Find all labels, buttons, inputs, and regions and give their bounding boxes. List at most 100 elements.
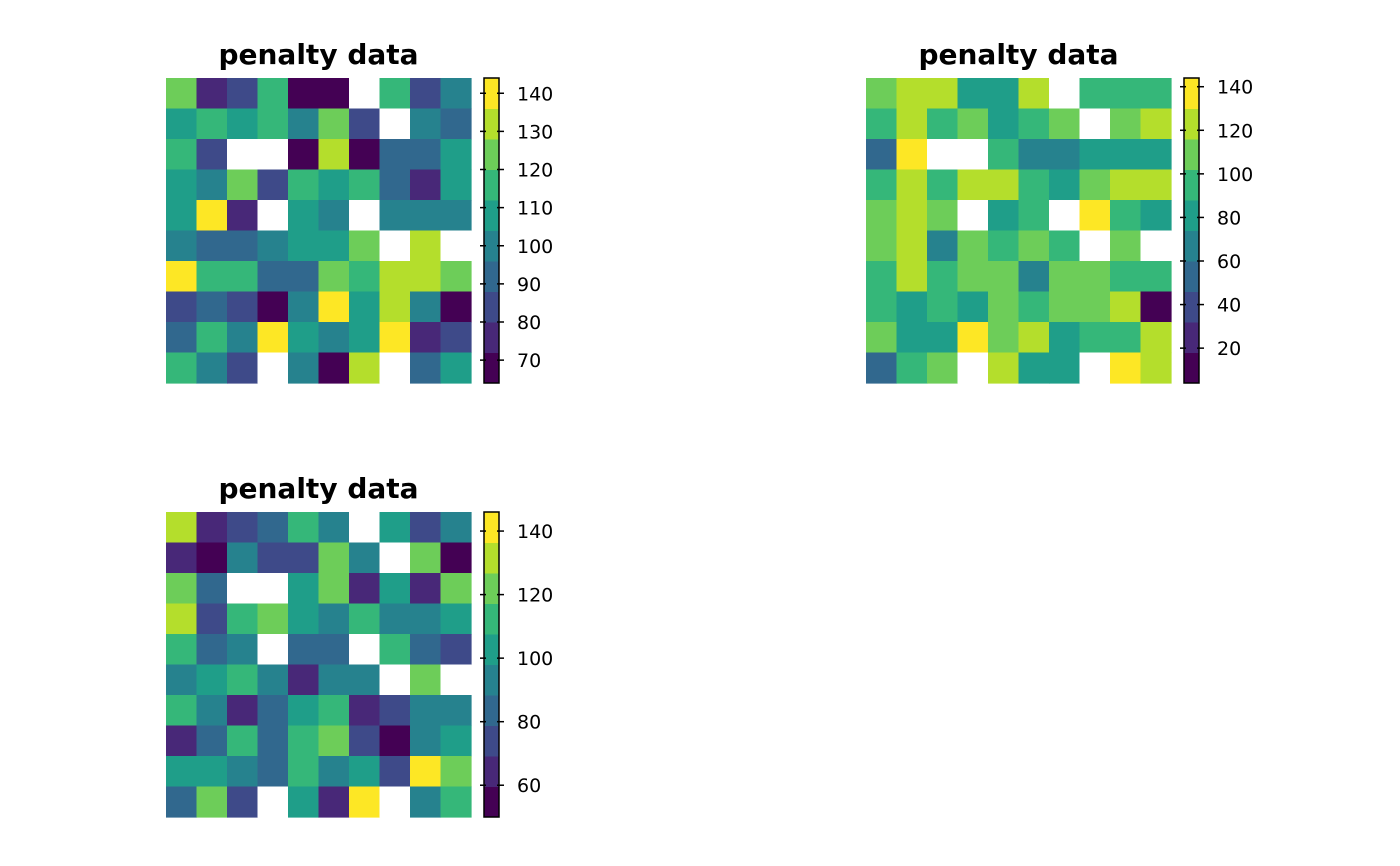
heatmap-cell [227,634,259,666]
heatmap-cell [440,603,472,635]
heatmap-cell [927,261,959,293]
heatmap-cell-missing [440,664,472,696]
heatmap-cell [927,322,959,354]
heatmap-cell [410,200,442,232]
heatmap-cell [227,603,259,635]
heatmap-cell [227,352,259,384]
heatmap-cell [166,261,198,293]
heatmap-cell [1049,322,1081,354]
heatmap-cell [988,169,1020,201]
heatmap-cell [288,78,320,110]
heatmap-cell [1140,322,1172,354]
heatmap-cell [379,603,411,635]
heatmap-cell [896,291,928,323]
heatmap-cell [257,78,289,110]
heatmap-cell [196,322,228,354]
heatmap-cell [166,322,198,354]
heatmap-cell [1110,200,1142,232]
heatmap-cell [318,542,350,574]
heatmap-cell [166,573,198,605]
heatmap-cell [1049,230,1081,262]
colorbar-swatch [1184,291,1199,323]
heatmap-panel-2: penalty data 20 40 60 80 100 120 140 [866,38,1253,384]
heatmap-cell [166,108,198,140]
heatmap-cell [440,573,472,605]
heatmap-cell [349,542,381,574]
heatmap-cell-missing [379,664,411,696]
heatmap-cell [440,169,472,201]
heatmap-cell [410,78,442,110]
colorbar-swatch [484,78,499,109]
colorbar-swatch [484,230,499,262]
heatmap-cell [410,634,442,666]
colorbar-swatch [484,725,499,757]
heatmap-cell-missing [1049,200,1081,232]
heatmap-cell [166,603,198,635]
heatmap-cell [379,291,411,323]
heatmap-cell-missing [349,512,381,544]
colorbar-swatch [484,573,499,604]
heatmap-cell [866,200,898,232]
heatmap-cell-missing [957,352,989,384]
heatmap-cell [288,230,320,262]
heatmap-cell [196,573,228,605]
heatmap-cell [318,200,350,232]
heatmap-cell [1110,108,1142,140]
heatmap-cell [1079,200,1111,232]
heatmap-cell [927,200,959,232]
heatmap-panel-1: penalty data 70 80 90 100 110 120 130 140 [166,38,553,384]
colorbar-tick-label: 110 [517,198,553,220]
heatmap-cell [227,542,259,574]
heatmap-cell [866,108,898,140]
heatmap-cell [288,603,320,635]
heatmap-cell [349,230,381,262]
heatmap-cell [410,725,442,757]
heatmap-cell [318,261,350,293]
heatmap-cell [288,108,320,140]
heatmap-cell [1110,139,1142,171]
heatmap-cell-missing [1049,78,1081,110]
heatmap-cell [927,230,959,262]
heatmap-cell [440,322,472,354]
heatmap-cell [1140,200,1172,232]
heatmap-cell [1110,78,1142,110]
heatmap-cell [288,200,320,232]
heatmap-cell [257,695,289,727]
heatmap-cell [227,695,259,727]
heatmap-cell [988,291,1020,323]
heatmap-cell [440,200,472,232]
heatmap-cell [440,786,472,818]
chart-title: penalty data [218,38,418,71]
heatmap-cell [379,322,411,354]
heatmap-cell [957,261,989,293]
colorbar-frame [483,77,500,384]
heatmap-cell [988,200,1020,232]
colorbar-tick-label: 130 [517,121,553,143]
heatmap-cell [318,139,350,171]
heatmap-cell [927,352,959,384]
heatmap-cell [196,664,228,696]
heatmap-cell [410,261,442,293]
heatmap-cell [196,756,228,788]
heatmap-cell-missing [257,200,289,232]
heatmap-cell [1079,322,1111,354]
heatmap-cell [288,169,320,201]
heatmap-cell [318,322,350,354]
heatmap-cell [1079,78,1111,110]
heatmap-cell [318,573,350,605]
heatmap-cell [896,322,928,354]
heatmap-cell [957,78,989,110]
heatmap-cell [318,108,350,140]
colorbar-tick-label: 20 [1217,338,1241,360]
heatmap-cell [196,634,228,666]
heatmap-cell [410,169,442,201]
heatmap-cell [379,139,411,171]
heatmap-cell-missing [440,230,472,262]
heatmap-cell [288,634,320,666]
heatmap-cell [1049,139,1081,171]
colorbar-swatch [484,603,499,635]
heatmap-cell [318,725,350,757]
heatmap-cell [196,108,228,140]
heatmap-cell [349,169,381,201]
heatmap-cell [196,786,228,818]
